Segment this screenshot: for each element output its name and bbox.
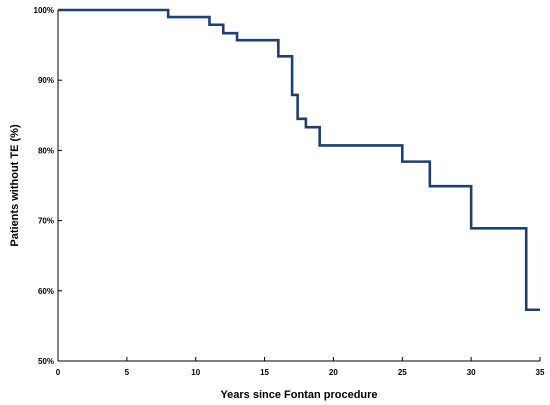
y-tick-label: 50%	[38, 357, 54, 366]
x-tick-label: 15	[260, 368, 269, 377]
x-tick-label: 20	[329, 368, 338, 377]
x-tick-label: 35	[536, 368, 545, 377]
y-tick-label: 60%	[38, 287, 54, 296]
series-layer	[58, 8, 540, 312]
x-tick-label: 5	[125, 368, 130, 377]
x-tick-label: 30	[467, 368, 476, 377]
x-axis-title: Years since Fontan procedure	[220, 389, 377, 401]
y-tick-label: 100%	[34, 6, 54, 15]
y-tick-label: 70%	[38, 217, 54, 226]
y-tick-label: 90%	[38, 76, 54, 85]
x-tick-label: 0	[56, 368, 61, 377]
y-tick-label: 80%	[38, 146, 54, 155]
x-tick-label: 25	[398, 368, 407, 377]
y-axis-title: Patients without TE (%)	[9, 124, 21, 247]
axis-ticks: 0 5 10 15 20 25 30 35 50% 60% 70% 80% 90% 100%	[34, 6, 545, 377]
survival-step-line	[58, 8, 540, 312]
x-tick-label: 10	[191, 368, 200, 377]
